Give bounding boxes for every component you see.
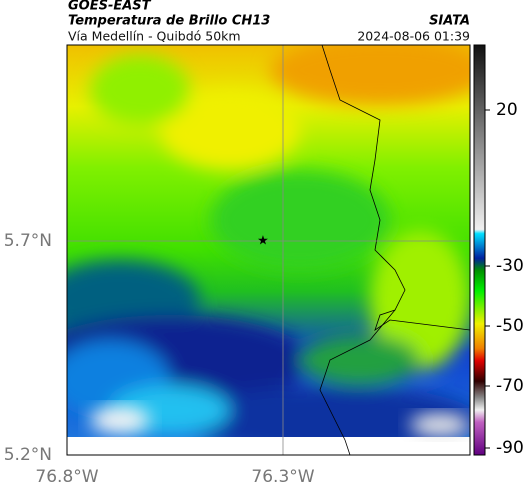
source: GOES-EAST — [68, 0, 152, 14]
lat-label: 5.2°N — [4, 445, 52, 465]
svg-text:★: ★ — [257, 234, 269, 249]
subtitle: Vía Medellín - Quibdó 50km — [68, 29, 241, 44]
satellite-image: ★ — [67, 45, 470, 455]
brand: SIATA — [429, 14, 470, 29]
colorbar-label: -50 — [496, 316, 524, 336]
colorbar — [473, 44, 486, 456]
colorbar-label: -70 — [496, 376, 524, 396]
map-frame — [66, 44, 471, 456]
colorbar-label: -30 — [496, 256, 524, 276]
title: Temperatura de Brillo CH13 — [68, 14, 270, 29]
lon-label: 76.8°W — [35, 467, 98, 487]
colorbar-label: -90 — [496, 438, 524, 458]
colorbar-label: 20 — [496, 100, 518, 120]
timestamp: 2024-08-06 01:39 — [357, 29, 470, 44]
lon-label: 76.3°W — [251, 467, 314, 487]
lat-label: 5.7°N — [4, 231, 52, 251]
